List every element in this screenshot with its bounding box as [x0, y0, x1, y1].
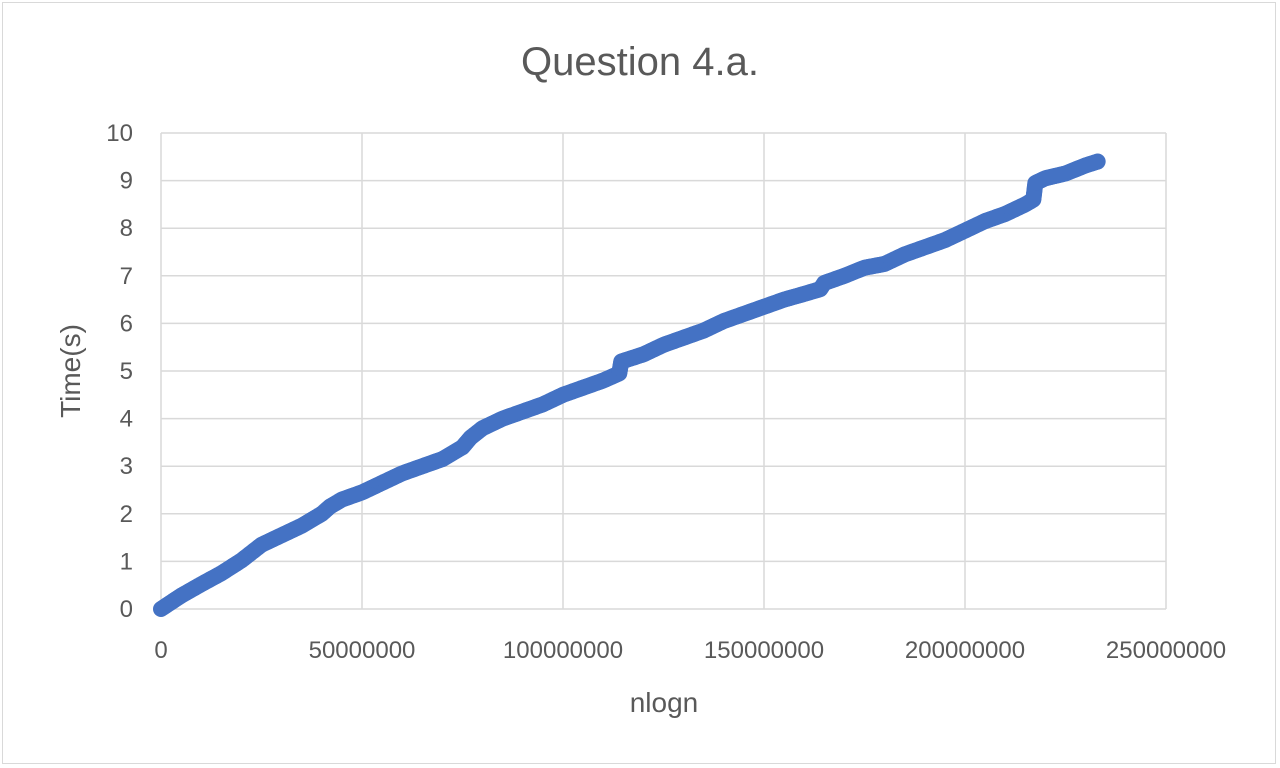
y-tick-label: 2	[120, 501, 133, 528]
x-tick-label: 50000000	[309, 637, 416, 664]
y-tick-label: 3	[120, 453, 133, 480]
gridlines	[160, 132, 1167, 610]
y-tick-label: 7	[120, 263, 133, 290]
y-tick-label: 9	[120, 168, 133, 195]
x-axis-title: nlogn	[630, 687, 699, 718]
y-tick-label: 10	[106, 120, 133, 147]
y-tick-label: 4	[120, 406, 133, 433]
y-axis-title: Time(s)	[55, 324, 86, 418]
y-tick-label: 0	[120, 596, 133, 623]
x-tick-label: 250000000	[1106, 637, 1226, 664]
x-tick-label: 0	[154, 637, 167, 664]
y-tick-label: 8	[120, 215, 133, 242]
x-tick-label: 100000000	[503, 637, 623, 664]
chart-title: Question 4.a.	[521, 40, 759, 84]
data-point	[1089, 153, 1106, 170]
x-tick-label: 200000000	[905, 637, 1025, 664]
y-tick-label: 5	[120, 358, 133, 385]
tick-labels: 0 1 2 3 4 5 6 7 8 9 10 0 50000000 100000000 150000000 2…	[106, 120, 1226, 664]
y-tick-label: 6	[120, 310, 133, 337]
data-series	[153, 153, 1106, 617]
y-tick-label: 1	[120, 548, 133, 575]
x-tick-label: 150000000	[704, 637, 824, 664]
